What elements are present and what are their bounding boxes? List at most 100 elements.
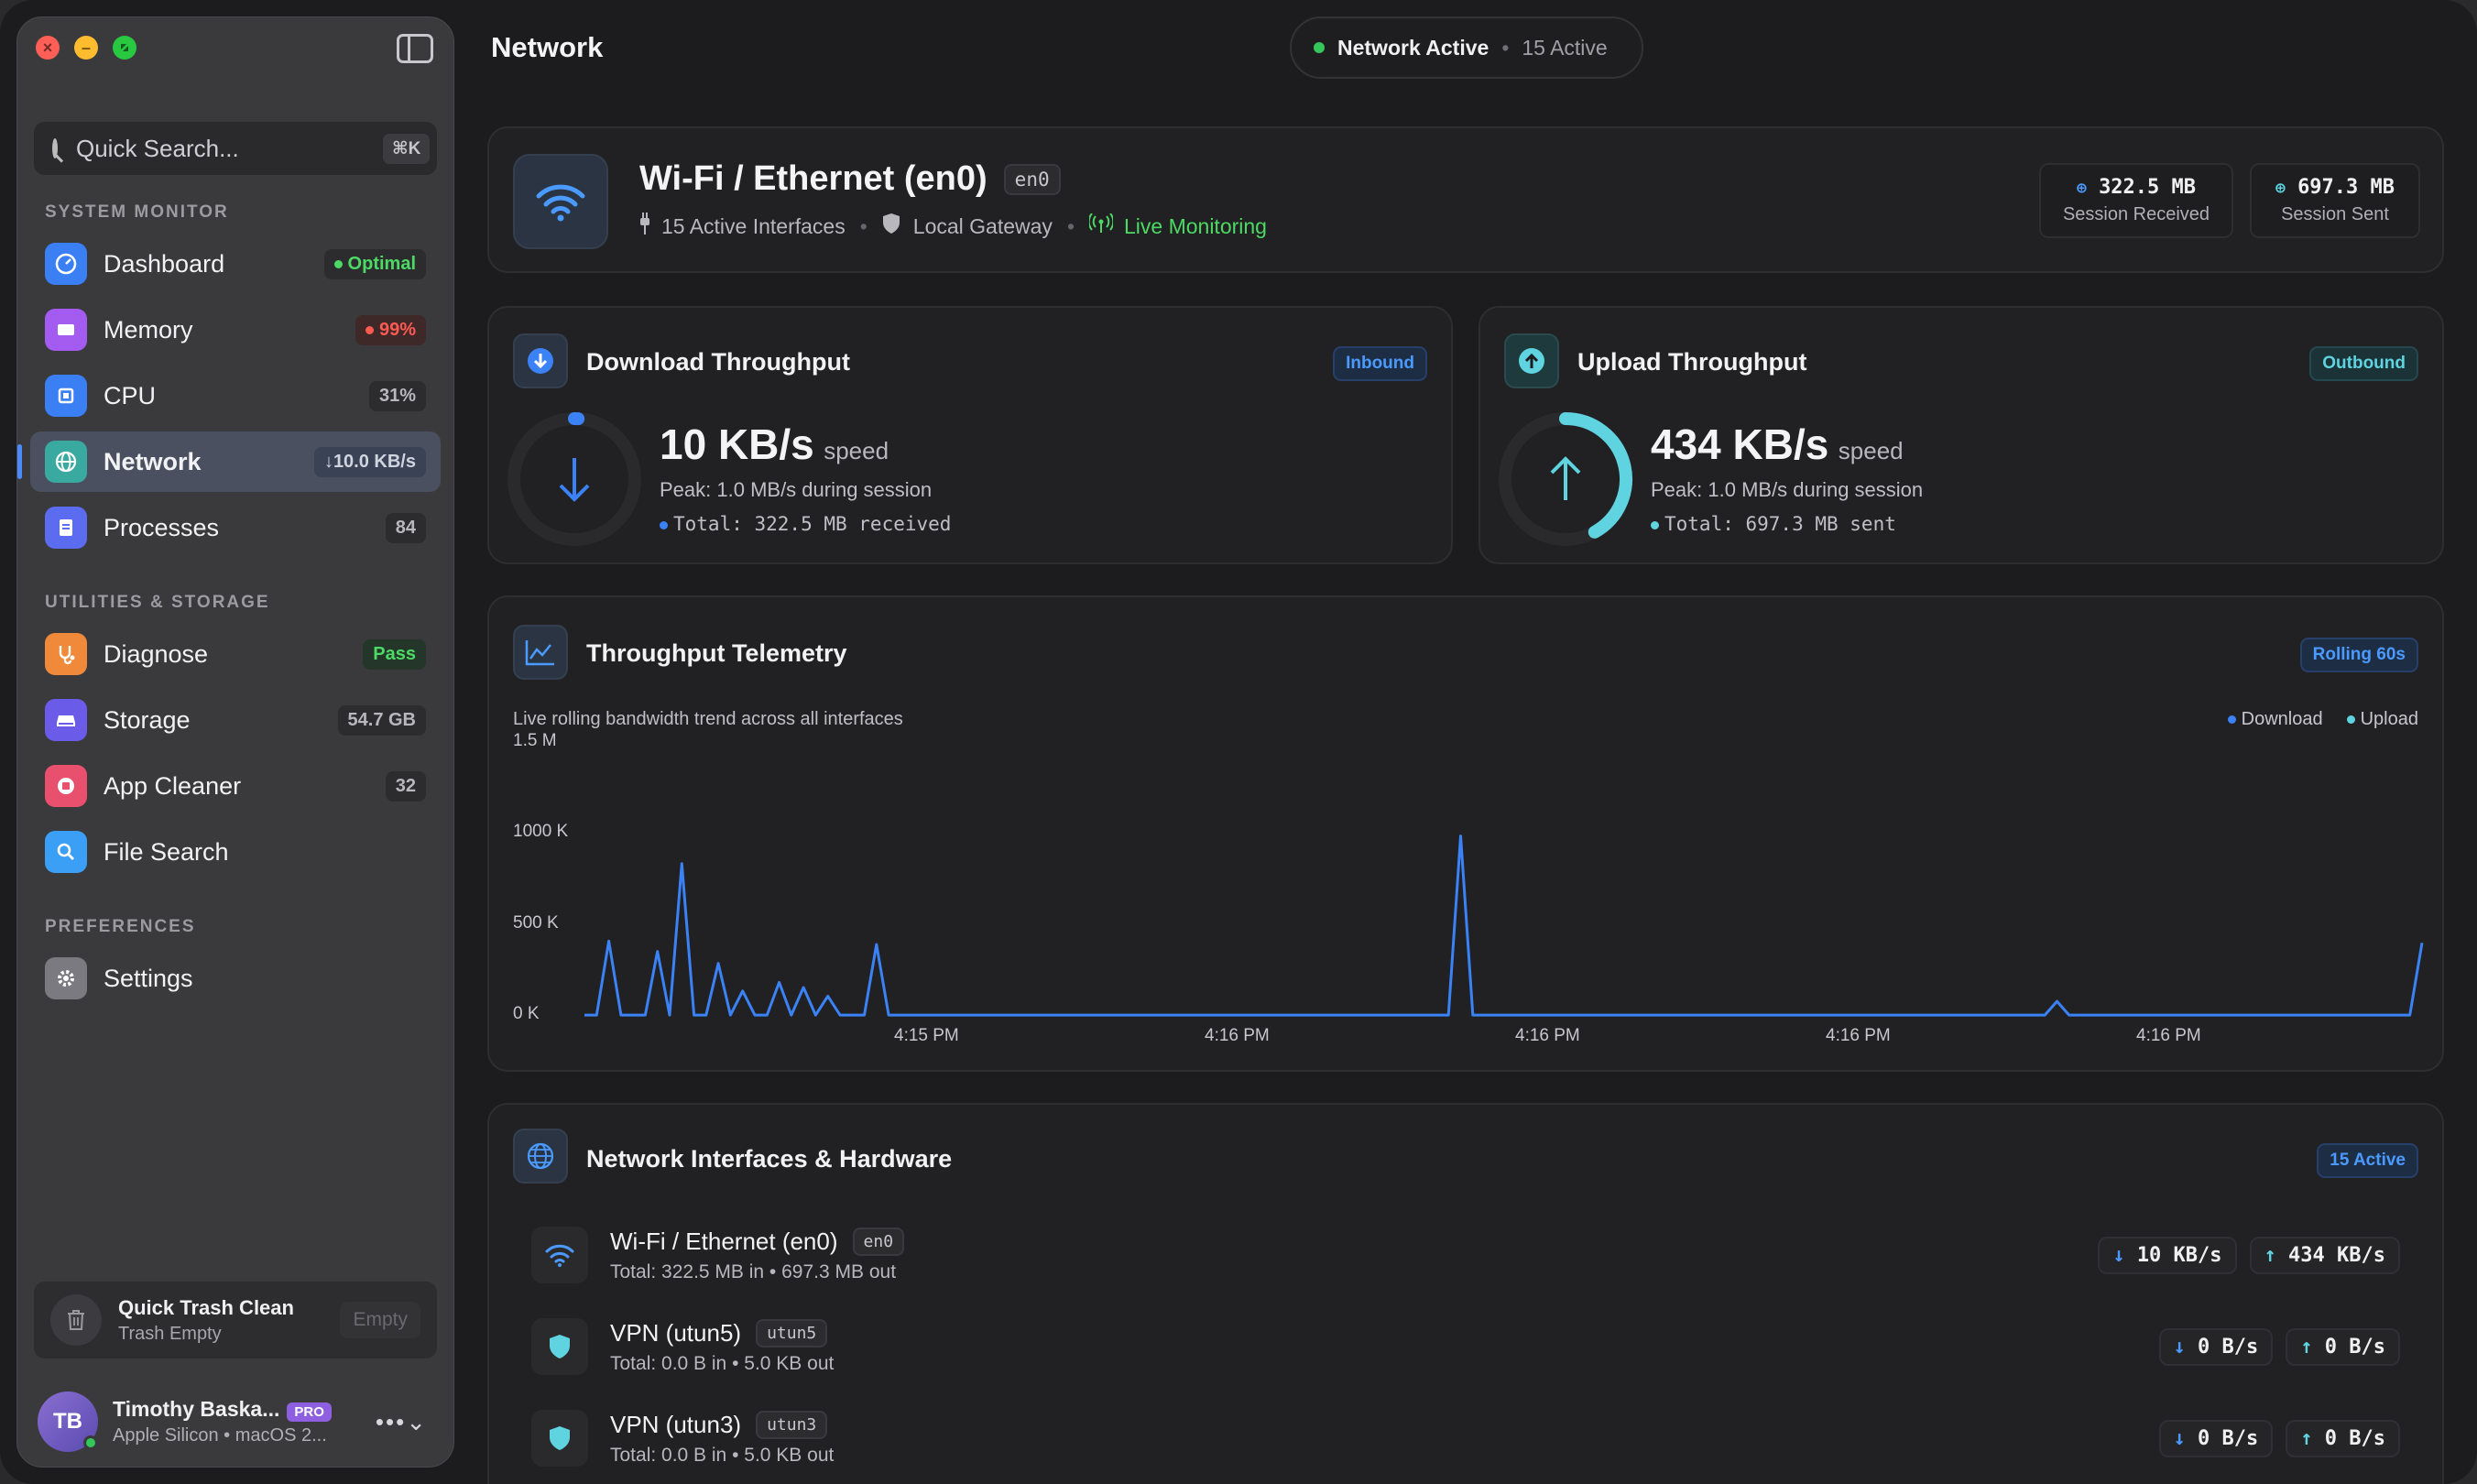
- search-icon: [45, 831, 87, 873]
- more-options-icon[interactable]: •••⌄: [375, 1407, 428, 1435]
- avatar: TB: [38, 1391, 98, 1452]
- sidebar-item-file-search[interactable]: File Search: [30, 822, 441, 882]
- sidebar-item-processes[interactable]: Processes 84: [30, 497, 441, 558]
- y-tick-label: 500 K: [513, 912, 559, 933]
- shield-icon: [531, 1410, 588, 1467]
- section-label-utilities: UTILITIES & STORAGE: [45, 593, 270, 612]
- status-sub: 15 Active: [1522, 35, 1608, 60]
- x-tick-label: 4:16 PM: [2136, 1026, 2201, 1045]
- user-name: Timothy Baska...: [113, 1397, 280, 1421]
- download-rate: ↓ 0 B/s: [2158, 1327, 2274, 1366]
- trash-icon: [50, 1294, 102, 1346]
- list-item[interactable]: VPN (utun3) utun3 Total: 0.0 B in • 5.0 K…: [531, 1398, 2400, 1479]
- status-badge: 32: [385, 770, 426, 802]
- y-tick-label: 1.5 M: [513, 731, 557, 750]
- sidebar-item-network[interactable]: Network ↓10.0 KB/s: [17, 431, 441, 492]
- sidebar-item-label: Diagnose: [104, 639, 209, 668]
- upload-circle-icon: ⊕: [2275, 179, 2286, 198]
- throughput-telemetry-card: Throughput Telemetry Rolling 60s Live ro…: [487, 595, 2444, 1072]
- x-tick-label: 4:16 PM: [1205, 1026, 1270, 1045]
- sidebar-item-label: App Cleaner: [104, 771, 242, 800]
- empty-trash-button[interactable]: Empty: [340, 1302, 420, 1338]
- upload-gauge: [1499, 412, 1632, 546]
- section-label-preferences: PREFERENCES: [45, 917, 196, 936]
- trash-title: Quick Trash Clean: [118, 1295, 294, 1319]
- sidebar-item-diagnose[interactable]: Diagnose Pass: [30, 624, 441, 684]
- status-dot: [1314, 42, 1325, 53]
- list-item[interactable]: Wi-Fi / Ethernet (en0) en0 Total: 322.5 M…: [531, 1215, 2400, 1295]
- quick-search[interactable]: ⌘K: [34, 122, 437, 175]
- sidebar-item-cpu[interactable]: CPU 31%: [30, 366, 441, 426]
- zoom-window-button[interactable]: [113, 36, 136, 60]
- sidebar-item-app-cleaner[interactable]: App Cleaner 32: [30, 756, 441, 816]
- legend-upload: Upload: [2346, 709, 2418, 730]
- document-icon: [45, 507, 87, 549]
- upload-total: Total: 697.3 MB sent: [1651, 513, 1896, 535]
- active-count-tag: 15 Active: [2317, 1143, 2418, 1178]
- interface-row-totals: Total: 322.5 MB in • 697.3 MB out: [610, 1260, 897, 1282]
- upload-speed: 434 KB/s: [1651, 420, 1829, 468]
- interface-row-totals: Total: 0.0 B in • 5.0 KB out: [610, 1444, 835, 1466]
- upload-peak: Peak: 1.0 MB/s during session: [1651, 478, 1924, 501]
- download-speed: 10 KB/s: [660, 420, 814, 468]
- page-title: Network: [491, 31, 604, 63]
- upload-rate: ↑ 434 KB/s: [2249, 1236, 2400, 1274]
- y-tick-label: 1000 K: [513, 822, 569, 842]
- sidebar-item-settings[interactable]: Settings: [30, 948, 441, 1009]
- download-title: Download Throughput: [586, 348, 850, 376]
- list-item[interactable]: VPN (utun5) utun5 Total: 0.0 B in • 5.0 K…: [531, 1306, 2400, 1387]
- sidebar-item-memory[interactable]: Memory 99%: [30, 300, 441, 360]
- search-shortcut: ⌘K: [383, 133, 431, 164]
- cpu-icon: [45, 375, 87, 417]
- sidebar-item-label: Processes: [104, 513, 220, 541]
- telemetry-title: Throughput Telemetry: [586, 639, 847, 667]
- sidebar-item-label: CPU: [104, 381, 157, 409]
- sidebar: × – ⌘K SYSTEM MONITOR Dashboard Optimal …: [16, 16, 454, 1468]
- gear-icon: [45, 957, 87, 999]
- antenna-icon: [1087, 213, 1115, 239]
- y-tick-label: 0 K: [513, 1004, 540, 1023]
- sidebar-item-label: Memory: [104, 315, 193, 344]
- interface-row-name: VPN (utun5): [610, 1318, 742, 1347]
- user-profile[interactable]: TB Timothy Baska... PRO Apple Silicon • m…: [38, 1388, 441, 1456]
- drive-icon: [45, 699, 87, 741]
- status-badge: Pass: [363, 638, 426, 670]
- interface-id-chip: en0: [1003, 163, 1061, 195]
- inbound-tag: Inbound: [1333, 346, 1427, 381]
- memory-chip-icon: [45, 309, 87, 351]
- x-tick-label: 4:16 PM: [1515, 1026, 1580, 1045]
- interface-row-name: VPN (utun3): [610, 1410, 742, 1438]
- download-rate: ↓ 0 B/s: [2158, 1419, 2274, 1457]
- interface-row-totals: Total: 0.0 B in • 5.0 KB out: [610, 1352, 835, 1374]
- x-tick-label: 4:15 PM: [894, 1026, 959, 1045]
- gauge-icon: [45, 243, 87, 285]
- sidebar-item-dashboard[interactable]: Dashboard Optimal: [30, 234, 441, 294]
- telemetry-subtitle: Live rolling bandwidth trend across all …: [513, 709, 903, 729]
- sidebar-item-storage[interactable]: Storage 54.7 GB: [30, 690, 441, 750]
- status-badge: 54.7 GB: [337, 704, 426, 736]
- wifi-icon: [531, 1227, 588, 1283]
- sidebar-toggle-icon[interactable]: [397, 34, 433, 63]
- active-interfaces-count: 15 Active Interfaces: [661, 213, 846, 238]
- legend-download: Download: [2227, 709, 2323, 730]
- search-input[interactable]: [76, 134, 383, 163]
- minimize-window-button[interactable]: –: [74, 36, 98, 60]
- download-peak: Peak: 1.0 MB/s during session: [660, 478, 933, 501]
- close-window-button[interactable]: ×: [36, 36, 60, 60]
- download-throughput-card: Download Throughput Inbound 10 KB/s spee…: [487, 306, 1453, 564]
- throughput-chart: [584, 835, 2424, 1017]
- download-total: Total: 322.5 MB received: [660, 513, 951, 535]
- session-sent-box: ⊕ 697.3 MB Session Sent: [2250, 163, 2420, 238]
- globe-icon: [45, 441, 87, 483]
- globe-icon: [513, 1129, 568, 1184]
- upload-rate: ↑ 0 B/s: [2286, 1419, 2400, 1457]
- online-status-dot: [83, 1435, 98, 1450]
- sidebar-item-label: Settings: [104, 964, 193, 992]
- search-icon: [52, 138, 58, 158]
- download-circle-icon: ⊕: [2076, 179, 2087, 198]
- download-gauge: [507, 412, 641, 546]
- pro-badge: PRO: [287, 1402, 332, 1422]
- interface-summary-card: Wi-Fi / Ethernet (en0) en0 15 Active Int…: [487, 126, 2444, 273]
- shield-icon: [882, 213, 900, 240]
